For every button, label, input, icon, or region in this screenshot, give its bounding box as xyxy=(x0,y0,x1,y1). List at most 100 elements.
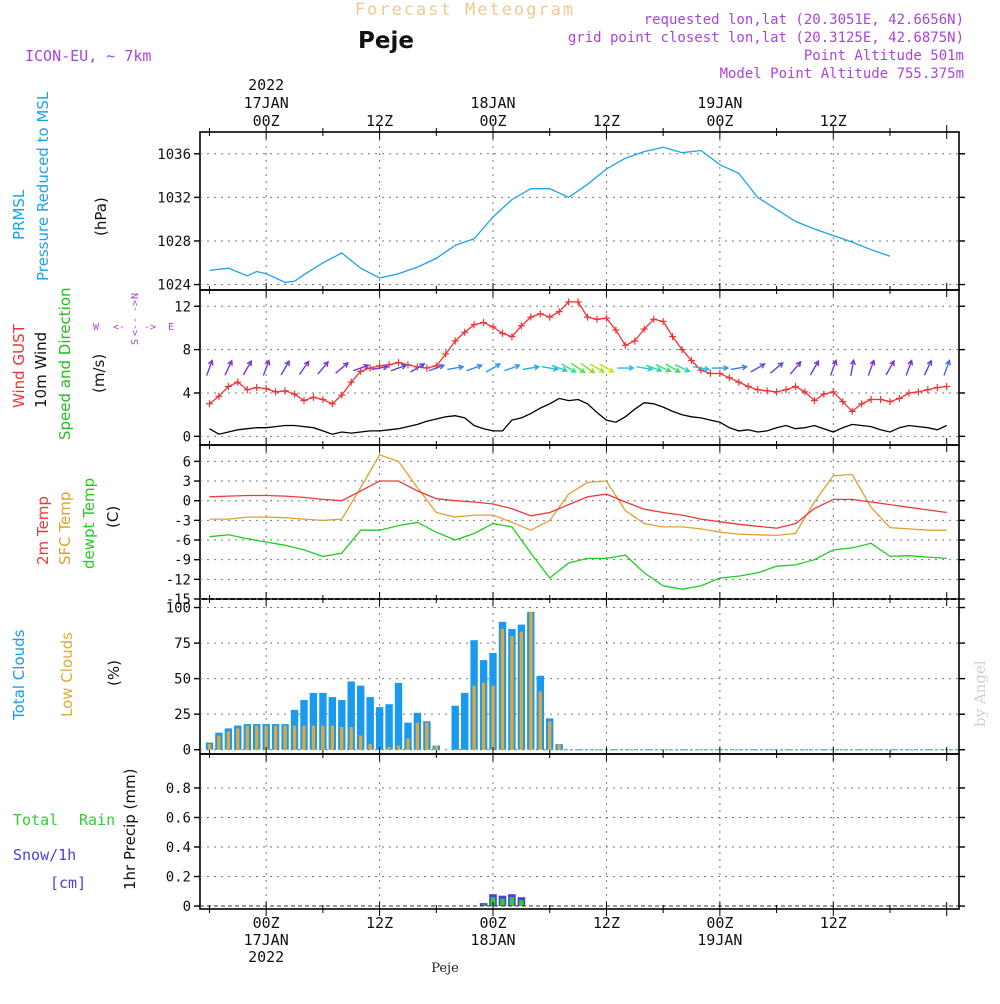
y-tick-label: 0 xyxy=(183,494,191,510)
y-tick-label: 100 xyxy=(166,601,191,617)
wind-barb xyxy=(410,363,426,373)
precip-unit-label: 1hr Precip (mm) xyxy=(121,769,139,890)
svg-text:<-: <- xyxy=(130,324,141,336)
gust-marker xyxy=(243,386,251,394)
time-label-top: 00Z xyxy=(706,112,733,130)
y-tick-label: 0 xyxy=(183,743,191,759)
wind-compass-icon: N -> - <- S W <- -> E xyxy=(93,293,174,345)
time-label-bottom: 12Z xyxy=(366,914,393,932)
sfc-temp-line xyxy=(209,454,947,537)
gust-marker xyxy=(820,390,828,398)
gust-marker xyxy=(357,367,365,375)
gust-marker xyxy=(451,337,459,345)
gust-marker xyxy=(300,397,308,405)
wind-barb xyxy=(645,364,663,373)
wind-barb xyxy=(730,364,749,371)
wind-barb xyxy=(589,363,606,373)
wind-barb xyxy=(485,363,502,373)
wind-barb xyxy=(599,363,615,373)
gust-marker xyxy=(848,407,856,415)
time-label-bottom: 17JAN xyxy=(244,931,289,949)
gust-marker xyxy=(489,323,497,331)
low-cloud-bar xyxy=(302,725,306,750)
low-cloud-bar xyxy=(368,744,372,750)
info-line-3: Point Altitude 501m xyxy=(804,48,964,64)
gust-marker xyxy=(810,397,818,405)
time-label-top: 00Z xyxy=(253,112,280,130)
low-clouds-label: Low Clouds xyxy=(58,632,76,717)
low-cloud-bar xyxy=(226,731,230,750)
wind-barb xyxy=(849,358,856,377)
gust-marker xyxy=(574,298,582,306)
wind-barb xyxy=(943,359,951,376)
compass-south: S xyxy=(130,339,141,345)
y-tick-label: 6 xyxy=(183,454,191,470)
low-cloud-bar xyxy=(311,725,316,750)
gust-marker xyxy=(886,398,894,406)
wind-barb xyxy=(665,363,681,373)
low-cloud-bar xyxy=(557,744,561,750)
total-cloud-bar xyxy=(338,700,346,750)
gust-marker xyxy=(791,382,799,390)
gust-marker xyxy=(309,393,317,401)
low-cloud-bar xyxy=(396,745,401,750)
gust-marker xyxy=(678,346,686,354)
rain-bar xyxy=(481,904,486,907)
gust-marker xyxy=(744,382,752,390)
low-cloud-bar xyxy=(529,611,533,750)
low-cloud-bar xyxy=(510,636,514,750)
y-tick-label: 0.2 xyxy=(166,870,191,886)
rain-bar xyxy=(509,897,515,907)
low-cloud-bar xyxy=(264,725,268,750)
info-line-4: Model Point Altitude 755.375m xyxy=(720,66,964,82)
wind-barb xyxy=(769,361,784,374)
wind-barb xyxy=(206,359,214,376)
y-tick-label: 0 xyxy=(183,899,191,915)
time-label-top: 12Z xyxy=(593,112,620,130)
gust-marker xyxy=(394,359,402,367)
banner-title: Forecast Meteogram xyxy=(355,0,575,20)
low-cloud-bar xyxy=(292,725,297,750)
wind-barb xyxy=(224,359,233,376)
time-label-top: 00Z xyxy=(479,112,506,130)
time-label-top: 12Z xyxy=(366,112,393,130)
low-cloud-bar xyxy=(387,746,391,750)
gust-marker xyxy=(602,314,610,322)
wind-barb xyxy=(580,362,596,374)
snow-unit-label: [cm] xyxy=(50,874,86,892)
total-cloud-bar xyxy=(357,685,365,750)
wind-barb xyxy=(885,359,895,376)
footer-station: Peje xyxy=(431,961,459,976)
temp-unit-label: (C) xyxy=(104,506,122,528)
total-cloud-bar xyxy=(461,692,469,750)
compass-north: N xyxy=(130,293,141,299)
time-label-bottom: 19JAN xyxy=(697,931,742,949)
wind-barb xyxy=(571,362,586,374)
time-label-bottom: 00Z xyxy=(479,914,506,932)
snow-label: Snow/1h xyxy=(13,846,76,864)
total-label: Total xyxy=(13,811,58,829)
y-tick-label: 0.4 xyxy=(166,840,191,856)
total-clouds-label: Total Clouds xyxy=(10,629,28,721)
wind-barb xyxy=(636,365,654,372)
gust-marker xyxy=(706,369,714,377)
prmsl-desc-label: Pressure Reduced to MSL xyxy=(34,91,52,281)
wind-barb xyxy=(711,364,730,372)
gust-marker xyxy=(621,341,629,349)
rain-label: Rain xyxy=(79,811,115,829)
gust-marker xyxy=(584,313,592,321)
low-cloud-bar xyxy=(207,744,212,750)
axis-ticks: 1024 1028 1032 1036 0 4 8 12 -15 -12 -9 -6 -3 0 3 6 0 25 5… xyxy=(157,125,965,916)
low-cloud-bar xyxy=(245,725,249,750)
gust-marker xyxy=(328,400,336,408)
low-cloud-bar xyxy=(481,682,486,750)
wind-barb xyxy=(750,363,766,373)
gust-marker xyxy=(385,361,393,369)
gust-marker xyxy=(291,390,299,398)
total-cloud-bar xyxy=(347,681,355,750)
wind-speed-line xyxy=(209,397,947,435)
low-cloud-bar xyxy=(491,685,495,750)
wind-barb xyxy=(428,363,446,372)
